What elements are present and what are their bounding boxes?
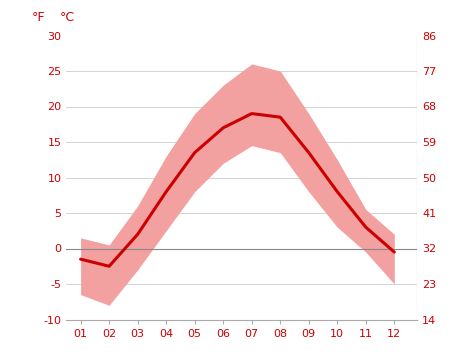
Text: °C: °C bbox=[59, 11, 74, 24]
Text: °F: °F bbox=[31, 11, 45, 24]
